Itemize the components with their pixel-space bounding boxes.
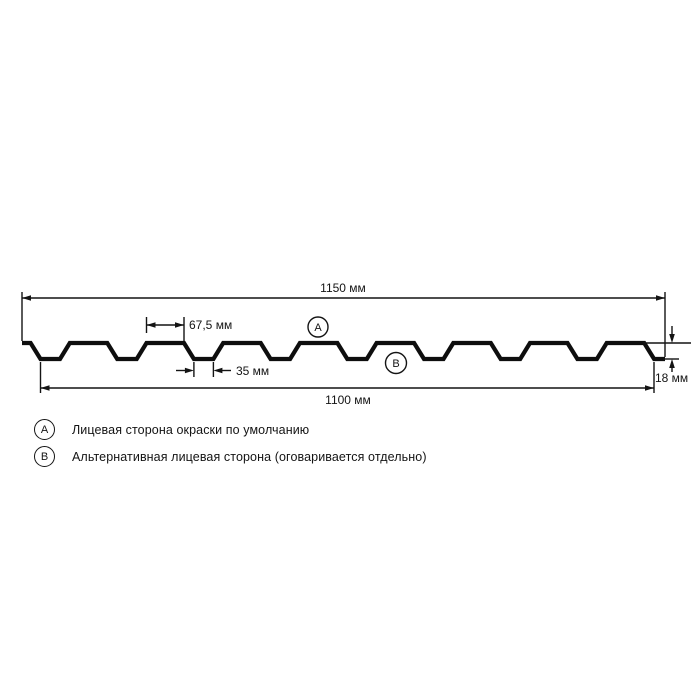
dim-1100-label: 1100 мм <box>325 393 371 407</box>
sheet-profile-outline <box>22 340 665 362</box>
dim-1100-arrow-left <box>40 385 50 391</box>
dim-35-arrow-left <box>184 367 194 374</box>
legend-text-b: Альтернативная лицевая сторона (оговарив… <box>72 449 427 464</box>
marker-b-circle <box>384 351 408 375</box>
marker-a-circle <box>307 316 329 338</box>
dim-1150-label: 1150 мм <box>320 281 366 295</box>
marker-a-label: A <box>314 322 322 334</box>
legend: A Лицевая сторона окраски по умолчанию B… <box>34 419 427 467</box>
dim-35-label: 35 мм <box>236 364 269 378</box>
dim-67-arrow-left <box>146 322 156 328</box>
legend-marker-b-icon: B <box>34 446 55 467</box>
dim-67-arrow-right <box>175 322 184 328</box>
legend-row-a: A Лицевая сторона окраски по умолчанию <box>34 419 427 440</box>
dim-67-label: 67,5 мм <box>189 318 232 332</box>
legend-text-a: Лицевая сторона окраски по умолчанию <box>72 422 310 437</box>
marker-b-label: B <box>392 358 399 370</box>
legend-marker-a-icon: A <box>34 419 55 440</box>
legend-row-b: B Альтернативная лицевая сторона (оговар… <box>34 446 427 467</box>
dim-35-arrow-right <box>213 367 223 374</box>
dim-1100-arrow-right <box>645 385 654 391</box>
dim-18-arrow-up <box>669 359 675 368</box>
dim-1150-arrow-right <box>656 295 665 301</box>
dim-1150-arrow-left <box>22 295 31 301</box>
dim-18-label: 18 мм <box>655 371 688 385</box>
dim-18-arrow-down <box>669 334 675 343</box>
